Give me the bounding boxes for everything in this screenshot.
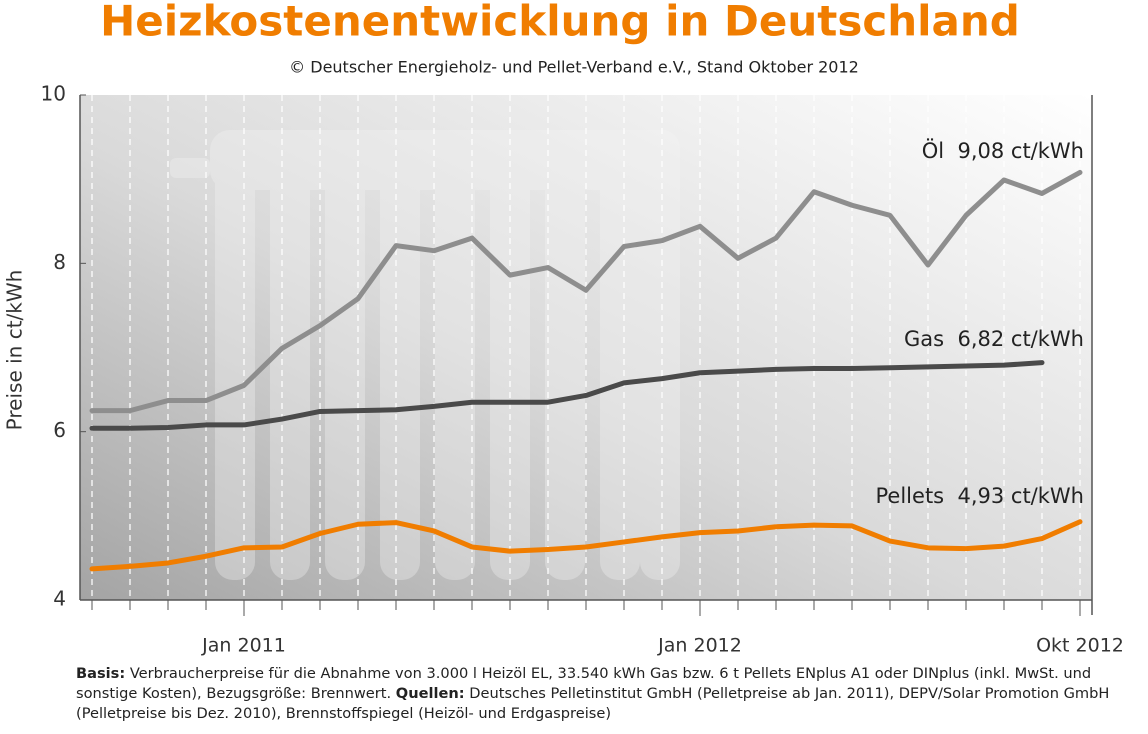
series-annotation: Pellets 4,93 ct/kWh [876,484,1084,508]
chart-title: Heizkostenentwicklung in Deutschland [100,0,1020,46]
footnote: Basis: Verbraucherpreise für die Abnahme… [76,664,1142,724]
series-line [89,360,1045,431]
y-axis-label: Preise in ct/kWh [3,270,27,431]
basis-label: Basis: [76,665,126,682]
sources-label: Quellen: [395,685,465,702]
x-tick-label: Jan 2011 [201,635,286,657]
sources-text: Deutsches Pelletinstitut GmbH (Pelletpre… [76,685,1110,722]
y-tick-label: 10 [41,82,66,106]
y-tick-label: 8 [53,250,66,274]
x-tick-label: Okt 2012 [1036,635,1124,657]
y-tick-label: 4 [53,587,66,611]
chart-subtitle: © Deutscher Energieholz- und Pellet-Verb… [289,58,859,77]
basis-text: Verbraucherpreise für die Abnahme von 3.… [76,665,1092,702]
chart: Heizkostenentwicklung in Deutschland © D… [3,0,1124,657]
series-annotation: Gas 6,82 ct/kWh [904,327,1084,351]
series-line [89,169,1083,414]
series-annotation: Öl 9,08 ct/kWh [922,138,1084,163]
series-line [89,519,1083,572]
y-tick-label: 6 [53,418,66,442]
x-tick-label: Jan 2012 [657,635,742,657]
